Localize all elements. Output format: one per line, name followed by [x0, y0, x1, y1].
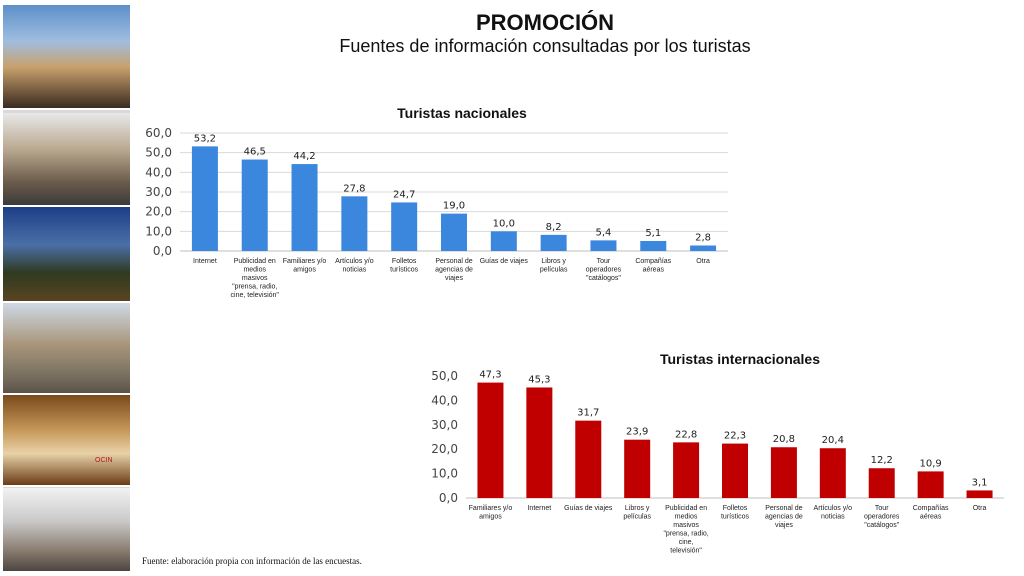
- bar-5: [673, 442, 700, 498]
- bar-9: [590, 240, 617, 251]
- category-label: Libros y películas: [540, 258, 568, 274]
- data-label: 5,4: [596, 227, 612, 238]
- hotel-room-photo: [3, 395, 130, 487]
- y-tick-label: 30,0: [431, 418, 458, 432]
- page-title: PROMOCIÓN: [475, 10, 615, 35]
- y-tick-label: 0,0: [439, 491, 458, 505]
- bar-8: [540, 234, 567, 251]
- data-label: 2,8: [695, 232, 711, 243]
- category-label: Tour operadores "catálogos": [586, 258, 622, 282]
- night-terrace-photo: [3, 207, 130, 303]
- data-label: 47,3: [479, 370, 501, 381]
- y-tick-label: 50,0: [145, 146, 172, 160]
- data-label: 19,0: [443, 201, 465, 212]
- y-tick-label: 60,0: [145, 126, 172, 140]
- page-subtitle: Fuentes de información consultadas por l…: [339, 36, 751, 56]
- bar-6: [722, 443, 748, 498]
- category-label: Folletos turísticos: [390, 258, 419, 274]
- y-tick-label: 30,0: [145, 185, 172, 199]
- category-label: Compañías aéreas: [913, 505, 949, 521]
- category-label: Compañías aéreas: [635, 258, 671, 274]
- chart-internacionales-title: Turistas internacionales: [659, 351, 820, 367]
- bar-10: [640, 240, 667, 251]
- street-crowd-photo: [3, 113, 130, 207]
- category-label: Guías de viajes: [564, 505, 613, 512]
- data-label: 27,8: [343, 183, 365, 194]
- hotel-pool-couple-photo: [3, 5, 130, 110]
- y-tick-label: 0,0: [153, 244, 172, 258]
- y-tick-label: 20,0: [145, 205, 172, 219]
- data-label: 23,9: [626, 427, 648, 438]
- bar-4: [624, 439, 651, 498]
- y-tick-label: 10,0: [431, 467, 458, 481]
- data-label: 22,8: [675, 429, 697, 440]
- category-label: Libros y películas: [623, 505, 651, 521]
- source-footnote: Fuente: elaboración propia con informaci…: [142, 556, 362, 566]
- data-label: 5,1: [645, 228, 661, 239]
- bar-11: [690, 245, 717, 251]
- y-tick-label: 20,0: [431, 442, 458, 456]
- photo-brand-text: OCIN: [95, 457, 113, 464]
- bar-3: [291, 164, 318, 251]
- data-label: 31,7: [577, 408, 599, 419]
- bar-2: [526, 387, 553, 498]
- data-label: 12,2: [871, 455, 893, 466]
- category-label: Publicidad en medios masivos "prensa, radio…: [663, 505, 708, 555]
- data-label: 45,3: [528, 374, 550, 385]
- category-label: Familiares y/o amigos: [469, 505, 513, 521]
- category-label: Folletos turísticos: [721, 505, 750, 521]
- category-label: Personal de agencias de viajes: [765, 505, 803, 529]
- category-label: Publicidad en medios masivos "prensa, radio…: [231, 258, 280, 299]
- category-label: Familiares y/o amigos: [283, 258, 327, 274]
- data-label: 3,1: [972, 477, 988, 488]
- bar-1: [477, 382, 504, 498]
- data-label: 53,2: [194, 133, 216, 144]
- photo-strip: OCIN: [3, 5, 130, 573]
- church-plaza-photo: [3, 303, 130, 395]
- bar-5: [391, 202, 418, 251]
- mall-crowd-photo: [3, 488, 130, 573]
- bar-7: [490, 231, 517, 251]
- bar-9: [868, 468, 895, 498]
- y-tick-label: 40,0: [431, 393, 458, 407]
- category-label: Artículos y/o noticias: [814, 505, 853, 521]
- y-tick-label: 40,0: [145, 165, 172, 179]
- bar-6: [441, 213, 467, 251]
- data-label: 20,8: [773, 434, 795, 445]
- category-label: Otra: [696, 258, 710, 265]
- bar-10: [917, 471, 944, 498]
- category-label: Otra: [973, 505, 987, 512]
- y-tick-label: 50,0: [431, 369, 458, 383]
- chart-nacionales-title: Turistas nacionales: [397, 105, 527, 121]
- bar-3: [575, 420, 602, 498]
- data-label: 46,5: [244, 147, 266, 158]
- category-label: Internet: [527, 505, 551, 512]
- data-label: 20,4: [822, 435, 844, 446]
- data-label: 10,9: [920, 458, 942, 469]
- data-label: 10,0: [493, 218, 515, 229]
- data-label: 8,2: [546, 222, 562, 233]
- category-label: Internet: [193, 258, 217, 265]
- category-label: Artículos y/o noticias: [335, 258, 374, 274]
- y-tick-label: 10,0: [145, 224, 172, 238]
- bar-4: [341, 196, 368, 251]
- category-label: Guías de viajes: [480, 258, 529, 265]
- bar-1: [191, 146, 218, 251]
- bar-2: [241, 159, 268, 251]
- category-label: Tour operadores "catálogos": [864, 505, 900, 529]
- data-label: 22,3: [724, 431, 746, 442]
- data-label: 24,7: [393, 189, 415, 200]
- bar-7: [770, 447, 797, 498]
- data-label: 44,2: [293, 151, 315, 162]
- category-label: Personal de agencias de viajes: [435, 258, 473, 282]
- bar-11: [966, 490, 993, 498]
- bar-8: [819, 448, 846, 498]
